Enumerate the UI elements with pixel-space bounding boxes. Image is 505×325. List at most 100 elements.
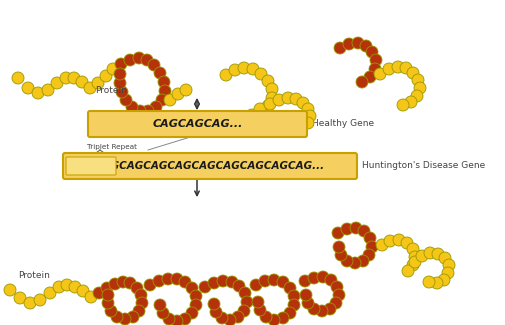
Circle shape: [12, 72, 24, 84]
Circle shape: [77, 285, 89, 297]
Circle shape: [186, 282, 197, 294]
Circle shape: [408, 251, 420, 263]
Circle shape: [116, 86, 128, 98]
Circle shape: [238, 287, 250, 299]
Circle shape: [254, 304, 266, 316]
Circle shape: [254, 103, 266, 115]
Circle shape: [156, 94, 168, 106]
Circle shape: [396, 99, 408, 111]
Circle shape: [76, 76, 88, 88]
Circle shape: [69, 281, 81, 293]
Circle shape: [229, 64, 240, 76]
Circle shape: [351, 37, 363, 49]
Circle shape: [198, 281, 211, 293]
Circle shape: [220, 69, 231, 81]
Circle shape: [147, 59, 160, 71]
Circle shape: [105, 305, 117, 317]
Circle shape: [226, 276, 237, 288]
Circle shape: [111, 311, 123, 323]
Circle shape: [259, 275, 271, 287]
Circle shape: [251, 296, 264, 308]
Circle shape: [180, 84, 191, 96]
Circle shape: [408, 256, 420, 268]
Circle shape: [114, 77, 126, 89]
Text: Protein: Protein: [95, 85, 127, 95]
Circle shape: [283, 307, 295, 319]
Circle shape: [163, 313, 175, 325]
Circle shape: [142, 105, 154, 117]
Circle shape: [301, 103, 314, 115]
Circle shape: [237, 305, 249, 317]
FancyBboxPatch shape: [66, 157, 116, 175]
Circle shape: [332, 289, 344, 301]
Circle shape: [93, 287, 105, 299]
Circle shape: [102, 297, 114, 309]
Circle shape: [422, 276, 434, 288]
Circle shape: [299, 289, 312, 301]
Circle shape: [365, 241, 377, 253]
Circle shape: [281, 92, 293, 104]
Circle shape: [100, 70, 112, 82]
Circle shape: [159, 85, 171, 97]
Circle shape: [34, 294, 46, 306]
Circle shape: [289, 93, 301, 105]
Circle shape: [231, 311, 243, 323]
Circle shape: [331, 227, 343, 239]
Circle shape: [22, 82, 34, 94]
Circle shape: [262, 100, 274, 112]
Circle shape: [162, 273, 174, 285]
Circle shape: [126, 101, 138, 113]
Circle shape: [149, 101, 162, 113]
Circle shape: [172, 88, 184, 100]
Circle shape: [276, 312, 288, 324]
Circle shape: [415, 250, 427, 262]
Circle shape: [102, 289, 114, 301]
Circle shape: [323, 303, 335, 315]
Circle shape: [304, 110, 316, 122]
Circle shape: [262, 75, 274, 87]
Circle shape: [287, 290, 299, 302]
Circle shape: [109, 278, 121, 290]
Circle shape: [154, 67, 166, 79]
Circle shape: [42, 84, 54, 96]
Circle shape: [373, 68, 385, 80]
Circle shape: [332, 241, 344, 253]
Circle shape: [340, 255, 352, 267]
Circle shape: [301, 297, 314, 309]
Circle shape: [324, 274, 336, 286]
Circle shape: [423, 247, 435, 259]
Circle shape: [179, 313, 190, 325]
Circle shape: [208, 298, 220, 310]
Circle shape: [119, 313, 131, 325]
Circle shape: [60, 72, 72, 84]
Circle shape: [127, 311, 139, 323]
Circle shape: [246, 63, 259, 75]
Circle shape: [107, 63, 119, 75]
Circle shape: [171, 273, 183, 285]
Circle shape: [131, 282, 143, 294]
Circle shape: [124, 54, 136, 66]
Circle shape: [298, 275, 311, 287]
Circle shape: [442, 259, 454, 271]
Circle shape: [186, 307, 197, 319]
Circle shape: [4, 284, 16, 296]
Circle shape: [340, 223, 352, 235]
Circle shape: [437, 274, 449, 286]
Circle shape: [334, 249, 346, 261]
Circle shape: [441, 267, 453, 279]
Circle shape: [369, 54, 381, 66]
Circle shape: [349, 222, 361, 234]
Circle shape: [136, 297, 147, 309]
Circle shape: [237, 62, 249, 74]
Circle shape: [61, 279, 73, 291]
Text: Triplet Repeat: Triplet Repeat: [87, 144, 137, 150]
Circle shape: [120, 94, 132, 106]
Circle shape: [245, 109, 258, 121]
Circle shape: [301, 117, 314, 129]
Circle shape: [333, 42, 345, 54]
Circle shape: [383, 235, 395, 247]
Circle shape: [164, 94, 176, 106]
Circle shape: [359, 40, 371, 52]
Text: Protein: Protein: [18, 271, 50, 280]
Circle shape: [232, 280, 244, 292]
